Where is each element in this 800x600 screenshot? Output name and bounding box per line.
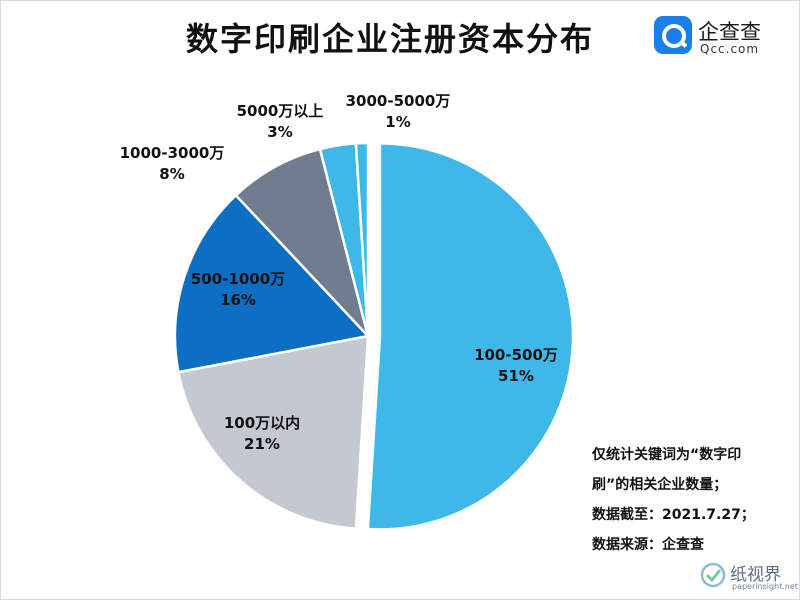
logo-en-text: Qcc.com [700,42,760,56]
watermark-icon [700,562,726,588]
slice-label-6: 3000-5000万 [346,92,451,110]
paperinsight-watermark: 纸视界 paperinsight.net [700,560,800,596]
logo-cn-text: 企查查 [698,20,761,44]
pie-slice-4 [234,147,370,337]
pie-slice-6 [354,141,370,337]
watermark-en: paperinsight.net [732,582,798,591]
slice-label-1: 100-500万 [474,346,558,364]
pie-slice-3 [173,193,371,374]
qcc-logo: 企查查 Qcc.com [654,16,774,60]
footnote-line-1: 仅统计关键词为“数字印 [592,447,742,463]
slice-percent-6: 1% [385,113,410,131]
chart-title: 数字印刷企业注册资本分布 [185,20,594,58]
qcc-logo-icon [654,16,692,54]
footnote-line-3: 数据截至：2021.7.27； [592,507,755,523]
pie-slice-2 [176,334,370,530]
slice-percent-5: 3% [267,123,292,141]
slice-percent-1: 51% [498,367,534,385]
pie-slice-1 [366,142,575,531]
slice-label-3: 500-1000万 [191,270,285,288]
footnote-line-4: 数据来源：企查查 [592,537,704,553]
slice-percent-2: 21% [244,435,280,453]
slice-label-5: 5000万以上 [237,102,324,120]
slice-label-2: 100万以内 [224,414,300,432]
slice-label-4: 1000-3000万 [120,144,225,162]
watermark-cn: 纸视界 [730,565,781,585]
footnote: 仅统计关键词为“数字印 刷”的相关企业数量； 数据截至：2021.7.27； 数… [592,440,792,560]
slice-percent-3: 16% [220,291,256,309]
footnote-line-2: 刷”的相关企业数量； [592,477,728,493]
slice-percent-4: 8% [159,165,184,183]
